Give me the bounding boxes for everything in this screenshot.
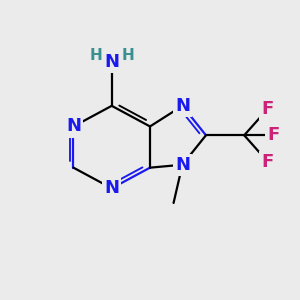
Text: H: H xyxy=(89,48,102,63)
Text: N: N xyxy=(104,53,119,71)
Text: N: N xyxy=(66,117,81,135)
Text: N: N xyxy=(175,156,190,174)
Text: H: H xyxy=(122,48,134,63)
Text: F: F xyxy=(268,126,280,144)
Text: F: F xyxy=(262,100,274,118)
Text: N: N xyxy=(104,179,119,197)
Text: N: N xyxy=(175,97,190,115)
Text: F: F xyxy=(262,153,274,171)
